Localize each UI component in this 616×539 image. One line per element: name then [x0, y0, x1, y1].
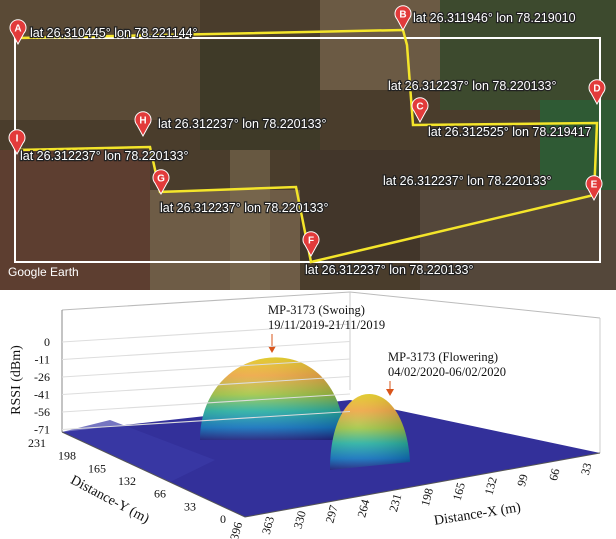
z-tick-label: -71: [34, 423, 50, 437]
y-tick-label: 33: [184, 499, 196, 513]
x-tick-label: 132: [482, 475, 500, 496]
x-tick-label: 231: [386, 492, 404, 513]
coordinate-label: lat 26.312525° lon 78.219417: [428, 125, 592, 139]
pin-letter: H: [139, 116, 146, 127]
annotation-dates: 19/11/2019-21/11/2019: [268, 318, 385, 332]
z-tick-label: -26: [34, 370, 50, 384]
x-tick-label: 165: [450, 481, 468, 502]
z-grid-line: [62, 342, 350, 360]
x-tick-label: 363: [259, 515, 277, 536]
x-tick-label: 396: [227, 520, 245, 539]
coordinate-label: lat 26.312237° lon 78.220133°: [305, 263, 473, 277]
figure: A B C D E F G H I lat 26.310445° lon 78.221144° l…: [0, 0, 616, 539]
y-tick-label: 66: [154, 487, 166, 501]
y-axis-label: Distance-Y (m): [68, 473, 152, 527]
pin-letter: D: [593, 84, 600, 95]
annotation-title: MP-3173 (Flowering): [388, 350, 498, 364]
x-tick-label: 33: [578, 461, 595, 476]
z-tick-label: -11: [34, 353, 50, 367]
x-tick-label: 198: [418, 487, 436, 508]
annotation-title: MP-3173 (Swoing): [268, 303, 365, 317]
coordinate-label: lat 26.312237° lon 78.220133°: [158, 117, 326, 131]
pin-letter: E: [591, 180, 598, 191]
pin-letter: I: [16, 134, 19, 145]
pin-letter: A: [14, 24, 21, 35]
y-tick-label: 231: [28, 436, 46, 450]
annotation-dates: 04/02/2020-06/02/2020: [388, 365, 506, 379]
pin-letter: C: [416, 102, 423, 113]
coordinate-label: lat 26.312237° lon 78.220133°: [160, 201, 328, 215]
y-tick-label: 132: [118, 474, 136, 488]
coordinate-label: lat 26.312237° lon 78.220133°: [20, 149, 188, 163]
coordinate-label: lat 26.310445° lon 78.221144°: [30, 26, 198, 40]
x-tick-label: 330: [291, 509, 309, 530]
x-tick-label: 297: [323, 504, 341, 525]
x-tick-label: 264: [354, 498, 372, 519]
pin-letter: G: [157, 174, 165, 185]
x-axis-label: Distance-X (m): [433, 500, 522, 529]
y-tick-label: 198: [58, 449, 76, 463]
z-tick-label: 0: [44, 335, 50, 349]
pin-letter: F: [308, 236, 314, 247]
pin-letter: B: [399, 10, 406, 21]
y-tick-label: 0: [220, 512, 226, 526]
z-tick-label: -56: [34, 405, 50, 419]
y-tick-label: 165: [88, 461, 106, 475]
z-tick-label: -41: [34, 388, 50, 402]
coordinate-label: lat 26.312237° lon 78.220133°: [388, 79, 556, 93]
x-tick-label: 66: [546, 467, 563, 482]
z-axis-label: RSSI (dBm): [9, 345, 24, 415]
coordinate-label: lat 26.311946° lon 78.219010: [413, 11, 576, 25]
x-tick-label: 99: [514, 473, 531, 488]
coordinate-label: lat 26.312237° lon 78.220133°: [383, 174, 551, 188]
map-credit: Google Earth: [8, 265, 79, 279]
